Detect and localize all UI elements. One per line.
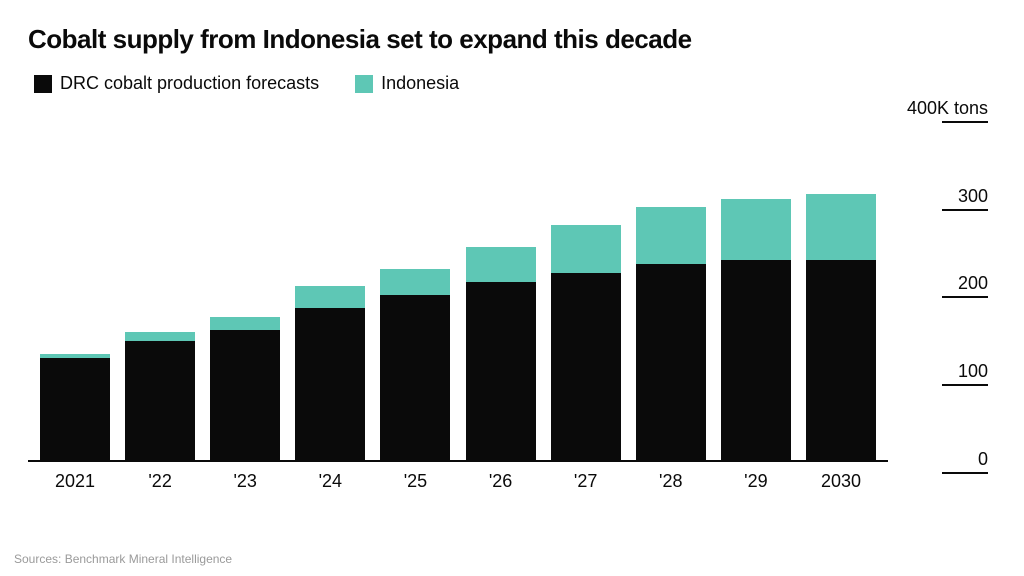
y-axis-tick-line — [942, 296, 988, 298]
y-axis-tick-label: 300 — [958, 186, 988, 207]
y-axis-tick: 300 — [942, 186, 988, 211]
bar-stack — [40, 354, 110, 462]
bar-segment — [721, 199, 791, 260]
bars-group — [40, 102, 876, 462]
bar-segment — [125, 332, 195, 341]
legend-swatch-indonesia — [355, 75, 373, 93]
bar-slot — [721, 102, 791, 462]
bar-slot — [636, 102, 706, 462]
bar-segment — [125, 341, 195, 462]
y-axis-tick: 100 — [942, 361, 988, 386]
bar-slot — [380, 102, 450, 462]
x-axis-label: '25 — [380, 471, 450, 492]
y-axis-tick-label: 0 — [978, 449, 988, 470]
x-axis-label: 2030 — [806, 471, 876, 492]
bar-slot — [466, 102, 536, 462]
bar-stack — [551, 225, 621, 462]
y-axis-tick: 400K tons — [907, 98, 988, 123]
bar-segment — [40, 358, 110, 462]
y-axis-tick-line — [942, 384, 988, 386]
bar-segment — [210, 330, 280, 462]
chart-area: 2021 '22 '23 '24 '25 '26 '27 '28 '29 2030 0 100 200… — [28, 102, 988, 492]
bar-segment — [636, 207, 706, 264]
legend: DRC cobalt production forecasts Indonesi… — [34, 73, 996, 94]
y-axis-tick: 200 — [942, 273, 988, 298]
bar-stack — [636, 207, 706, 462]
y-axis-tick-line — [942, 472, 988, 474]
bar-segment — [721, 260, 791, 462]
bar-segment — [295, 286, 365, 308]
bar-slot — [295, 102, 365, 462]
bar-stack — [295, 286, 365, 462]
legend-item-drc: DRC cobalt production forecasts — [34, 73, 319, 94]
x-axis-label: '26 — [466, 471, 536, 492]
bar-stack — [125, 332, 195, 462]
bar-segment — [210, 317, 280, 330]
bar-segment — [295, 308, 365, 462]
y-axis: 0100200300400K tons — [892, 102, 988, 462]
legend-label-drc: DRC cobalt production forecasts — [60, 73, 319, 94]
bar-segment — [551, 273, 621, 462]
y-axis-tick-label: 400K tons — [907, 98, 988, 119]
bar-slot — [125, 102, 195, 462]
x-axis-labels: 2021 '22 '23 '24 '25 '26 '27 '28 '29 2030 — [40, 471, 876, 492]
x-axis-baseline — [28, 460, 888, 462]
y-axis-tick-label: 100 — [958, 361, 988, 382]
chart-title: Cobalt supply from Indonesia set to expa… — [28, 24, 996, 55]
source-attribution: Sources: Benchmark Mineral Intelligence — [14, 552, 232, 566]
bar-segment — [551, 225, 621, 273]
bar-stack — [806, 194, 876, 462]
bar-stack — [380, 269, 450, 462]
x-axis-label: 2021 — [40, 471, 110, 492]
bar-segment — [466, 247, 536, 282]
x-axis-label: '23 — [210, 471, 280, 492]
y-axis-tick: 0 — [942, 449, 988, 474]
bar-segment — [466, 282, 536, 462]
chart-container: Cobalt supply from Indonesia set to expa… — [0, 0, 1024, 576]
x-axis-label: '29 — [721, 471, 791, 492]
plot-area — [28, 102, 888, 462]
bar-stack — [721, 199, 791, 462]
x-axis-label: '24 — [295, 471, 365, 492]
bar-slot — [40, 102, 110, 462]
x-axis-label: '28 — [636, 471, 706, 492]
y-axis-tick-line — [942, 121, 988, 123]
bar-slot — [551, 102, 621, 462]
bar-segment — [380, 295, 450, 462]
bar-segment — [636, 264, 706, 462]
bar-stack — [210, 317, 280, 462]
legend-label-indonesia: Indonesia — [381, 73, 459, 94]
bar-stack — [466, 247, 536, 462]
legend-item-indonesia: Indonesia — [355, 73, 459, 94]
bar-slot — [210, 102, 280, 462]
bar-segment — [380, 269, 450, 295]
x-axis-label: '22 — [125, 471, 195, 492]
bar-slot — [806, 102, 876, 462]
bar-segment — [806, 260, 876, 462]
y-axis-tick-label: 200 — [958, 273, 988, 294]
y-axis-tick-line — [942, 209, 988, 211]
x-axis-label: '27 — [551, 471, 621, 492]
legend-swatch-drc — [34, 75, 52, 93]
bar-segment — [806, 194, 876, 260]
